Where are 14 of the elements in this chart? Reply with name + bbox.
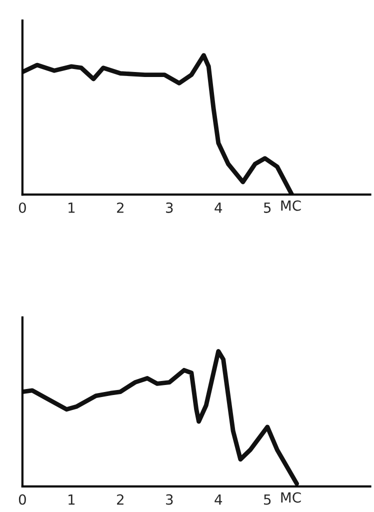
x-tick-label: 0 — [18, 494, 26, 505]
x-tick-label: 5 — [264, 202, 271, 213]
x-tick-label: 2 — [117, 494, 124, 505]
x-tick-label: 5 — [264, 494, 271, 505]
x-axis-title: MC — [281, 492, 301, 503]
x-tick-label: 0 — [18, 202, 26, 213]
x-axis-title: MC — [281, 200, 301, 211]
x-tick-label: 4 — [214, 494, 222, 505]
x-tick-label: 4 — [214, 202, 222, 213]
x-tick-label: 2 — [117, 202, 124, 213]
x-tick-label: 1 — [68, 494, 75, 505]
x-tick-label: 3 — [166, 494, 173, 505]
x-tick-label: 3 — [166, 202, 173, 213]
x-tick-label: 1 — [68, 202, 75, 213]
